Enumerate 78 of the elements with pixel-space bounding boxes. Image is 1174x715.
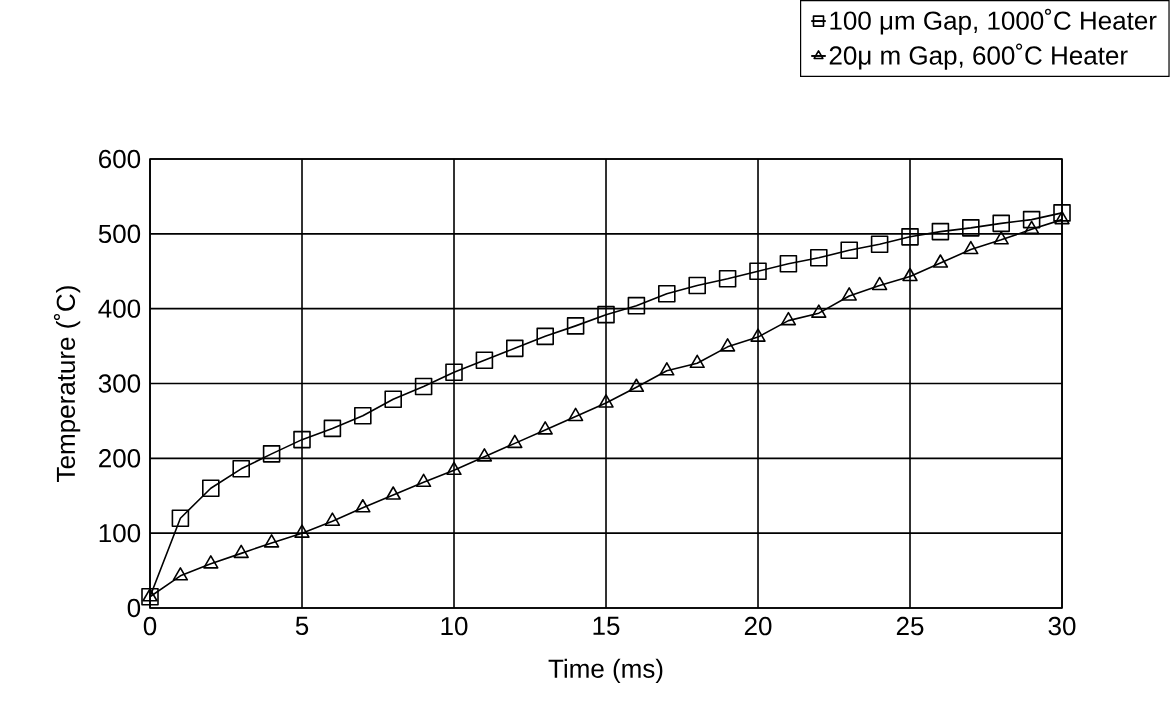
x-tick-label: 30 (1048, 616, 1076, 636)
point (324, 512, 341, 526)
y-tick-label: 500 (98, 224, 141, 244)
x-tick-label: 25 (896, 616, 924, 636)
point (780, 311, 797, 326)
point (263, 534, 280, 548)
point (931, 222, 950, 241)
y-tick-label: 100 (99, 523, 141, 543)
point (688, 276, 707, 295)
point (901, 228, 919, 246)
point (141, 587, 159, 606)
point (993, 231, 1009, 245)
y-axis-title: Temperature (˚C) (53, 286, 81, 482)
point (355, 498, 371, 513)
point (476, 448, 493, 462)
point (293, 430, 311, 449)
point (232, 460, 250, 478)
point (566, 317, 585, 335)
point (1022, 210, 1041, 229)
point (779, 254, 798, 273)
y-tick-label: 600 (99, 149, 141, 169)
point (659, 361, 675, 376)
point (262, 445, 281, 463)
point (171, 509, 190, 527)
y-tick-label: 0 (127, 598, 141, 618)
point (658, 284, 676, 303)
point (414, 377, 433, 396)
point (902, 267, 918, 282)
legend-label: 100 μm Gap, 1000˚C Heater (830, 8, 1157, 36)
point (202, 479, 220, 498)
point (142, 587, 158, 602)
point (475, 351, 494, 370)
point (384, 390, 402, 409)
point (233, 544, 249, 559)
point (689, 354, 705, 369)
point (506, 339, 524, 358)
point (963, 240, 979, 255)
point (597, 305, 615, 324)
point (354, 406, 372, 425)
y-tick-label: 400 (98, 299, 141, 318)
x-tick-label: 5 (295, 616, 309, 636)
point (507, 434, 523, 449)
point (323, 419, 342, 438)
point (628, 378, 645, 393)
point (627, 296, 646, 315)
point (385, 486, 401, 500)
point (932, 254, 949, 268)
point (567, 407, 584, 422)
y-tick-label: 200 (99, 449, 141, 468)
point (840, 241, 859, 260)
x-tick-label: 0 (143, 616, 157, 636)
point (811, 304, 827, 318)
point (1023, 220, 1040, 235)
point (749, 262, 767, 281)
x-tick-label: 10 (441, 616, 468, 636)
point (536, 327, 555, 346)
point (203, 555, 219, 569)
point (750, 328, 766, 342)
legend-label: 20μ m Gap, 600˚C Heater (829, 43, 1128, 70)
point (810, 248, 828, 267)
point (719, 338, 736, 352)
point (415, 473, 432, 488)
point (537, 421, 553, 435)
x-tick-label: 15 (593, 616, 620, 636)
point (445, 363, 463, 382)
y-tick-label: 300 (98, 374, 141, 393)
point (172, 567, 189, 581)
x-axis-title: Time (ms) (548, 658, 663, 684)
point (962, 219, 980, 237)
point (718, 269, 737, 288)
point (841, 287, 857, 301)
point (871, 276, 888, 291)
x-tick-label: 20 (744, 616, 772, 636)
point (870, 235, 889, 254)
point (294, 524, 310, 538)
point (992, 214, 1011, 233)
point (598, 394, 614, 408)
point (446, 461, 462, 476)
